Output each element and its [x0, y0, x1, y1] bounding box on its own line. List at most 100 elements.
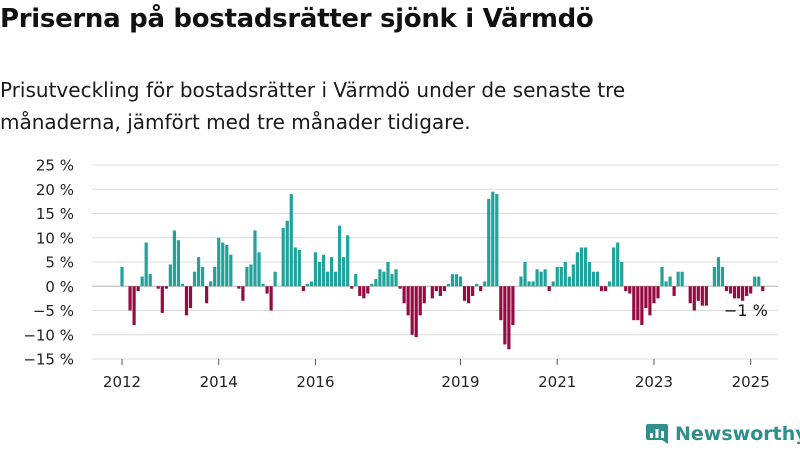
- bar: [712, 266, 717, 287]
- bar: [390, 274, 394, 287]
- y-tick-label: 0 %: [45, 278, 74, 296]
- bar: [418, 286, 422, 316]
- bar: [370, 283, 374, 287]
- bar: [313, 252, 318, 287]
- bar: [531, 281, 535, 287]
- bar: [132, 286, 136, 326]
- bar: [144, 242, 148, 287]
- bar-chart-icon: [646, 424, 668, 444]
- bar: [241, 286, 245, 301]
- bar: [136, 286, 140, 292]
- bar: [253, 230, 257, 287]
- y-tick-label: −5 %: [33, 302, 74, 320]
- bar: [293, 247, 297, 287]
- y-tick-label: 15 %: [36, 205, 74, 223]
- bar: [128, 286, 132, 311]
- bar: [757, 276, 761, 287]
- bar: [394, 269, 398, 287]
- bar: [628, 286, 632, 294]
- bar: [648, 286, 652, 316]
- bar: [749, 286, 753, 294]
- x-tick-label: 2019: [441, 373, 479, 391]
- bar: [587, 262, 592, 287]
- bar: [430, 286, 434, 299]
- bar: [620, 262, 624, 287]
- bar: [245, 266, 249, 287]
- bar: [382, 271, 386, 287]
- bar: [450, 274, 455, 287]
- x-tick-label: 2014: [200, 373, 238, 391]
- bar: [422, 286, 426, 304]
- bar: [164, 286, 168, 289]
- bar: [499, 286, 503, 321]
- bar: [523, 262, 527, 287]
- bar: [479, 286, 483, 292]
- x-axis: 2012 2014 2016 2019 2021 2023 2025: [103, 359, 770, 391]
- bar: [321, 254, 326, 287]
- bar: [644, 286, 648, 309]
- bar: [551, 281, 555, 287]
- x-tick-label: 2012: [103, 373, 141, 391]
- bar: [704, 286, 708, 306]
- bar: [495, 194, 499, 287]
- bar: [350, 286, 354, 289]
- bar: [732, 286, 737, 299]
- bar: [503, 286, 507, 345]
- bar: [555, 266, 559, 287]
- bar: [354, 274, 358, 287]
- bar: [483, 281, 487, 287]
- bar: [317, 262, 322, 287]
- y-tick-label: 25 %: [36, 157, 74, 175]
- bar: [309, 281, 314, 287]
- bar: [559, 266, 563, 287]
- bar: [378, 269, 382, 287]
- bar: [434, 286, 438, 292]
- x-tick-label: 2021: [538, 373, 576, 391]
- bar: [676, 271, 680, 287]
- y-axis-labels: 25 % 20 % 15 % 10 % 5 % 0 % −5 % −10 % −15 %: [23, 157, 74, 369]
- bar: [325, 271, 330, 287]
- bar: [410, 286, 414, 335]
- bar: [338, 225, 342, 287]
- bar: [462, 286, 467, 301]
- bar: [487, 198, 491, 287]
- brand-name: Newsworthy: [675, 423, 800, 445]
- bar: [696, 286, 700, 301]
- latest-value-annotation: −1 %: [724, 301, 768, 320]
- bar: [213, 266, 217, 287]
- bar: [604, 286, 608, 292]
- bar: [148, 274, 152, 287]
- bar: [120, 266, 124, 287]
- bar: [273, 271, 277, 287]
- bar: [168, 264, 172, 287]
- bar: [358, 286, 362, 296]
- bar: [346, 235, 350, 287]
- x-tick-label: 2025: [732, 373, 770, 391]
- bar: [507, 286, 511, 350]
- bar: [406, 286, 410, 316]
- bar: [624, 286, 628, 292]
- bar: [652, 286, 656, 304]
- bar: [616, 242, 620, 287]
- bar: [297, 249, 301, 287]
- bar: [305, 283, 309, 287]
- bar: [442, 286, 446, 292]
- y-tick-label: 20 %: [36, 181, 74, 199]
- bar: [636, 286, 640, 321]
- bar: [362, 286, 366, 299]
- bar: [720, 266, 725, 287]
- x-tick-label: 2016: [296, 373, 334, 391]
- bar: [680, 271, 684, 287]
- bar: [285, 220, 289, 287]
- bar: [728, 286, 733, 294]
- x-tick-label: 2023: [635, 373, 673, 391]
- bar: [612, 247, 616, 287]
- bar: [543, 269, 547, 287]
- y-tick-label: 10 %: [36, 229, 74, 247]
- bar: [229, 254, 233, 287]
- bar: [446, 283, 451, 287]
- bar: [672, 286, 676, 296]
- bar: [257, 252, 261, 287]
- bar: [414, 286, 418, 338]
- chart-title: Priserna på bostadsrätter sjönk i Värmdö: [0, 4, 594, 34]
